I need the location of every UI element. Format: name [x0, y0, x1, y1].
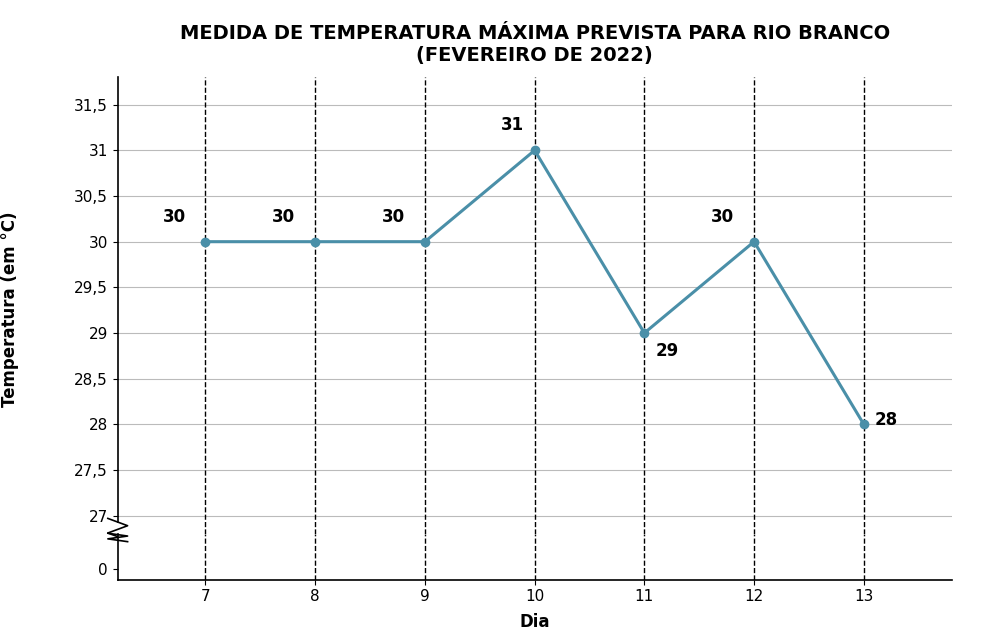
Text: 28: 28: [875, 411, 898, 429]
Text: 30: 30: [163, 208, 185, 226]
Text: 29: 29: [655, 343, 679, 361]
Text: 30: 30: [711, 208, 735, 226]
Text: Temperatura (em °C): Temperatura (em °C): [1, 211, 19, 407]
Text: 30: 30: [273, 208, 295, 226]
Title: MEDIDA DE TEMPERATURA MÁXIMA PREVISTA PARA RIO BRANCO
(FEVEREIRO DE 2022): MEDIDA DE TEMPERATURA MÁXIMA PREVISTA PA…: [180, 24, 890, 64]
X-axis label: Dia: Dia: [519, 612, 550, 630]
Text: 30: 30: [382, 208, 405, 226]
Text: 31: 31: [500, 116, 524, 134]
